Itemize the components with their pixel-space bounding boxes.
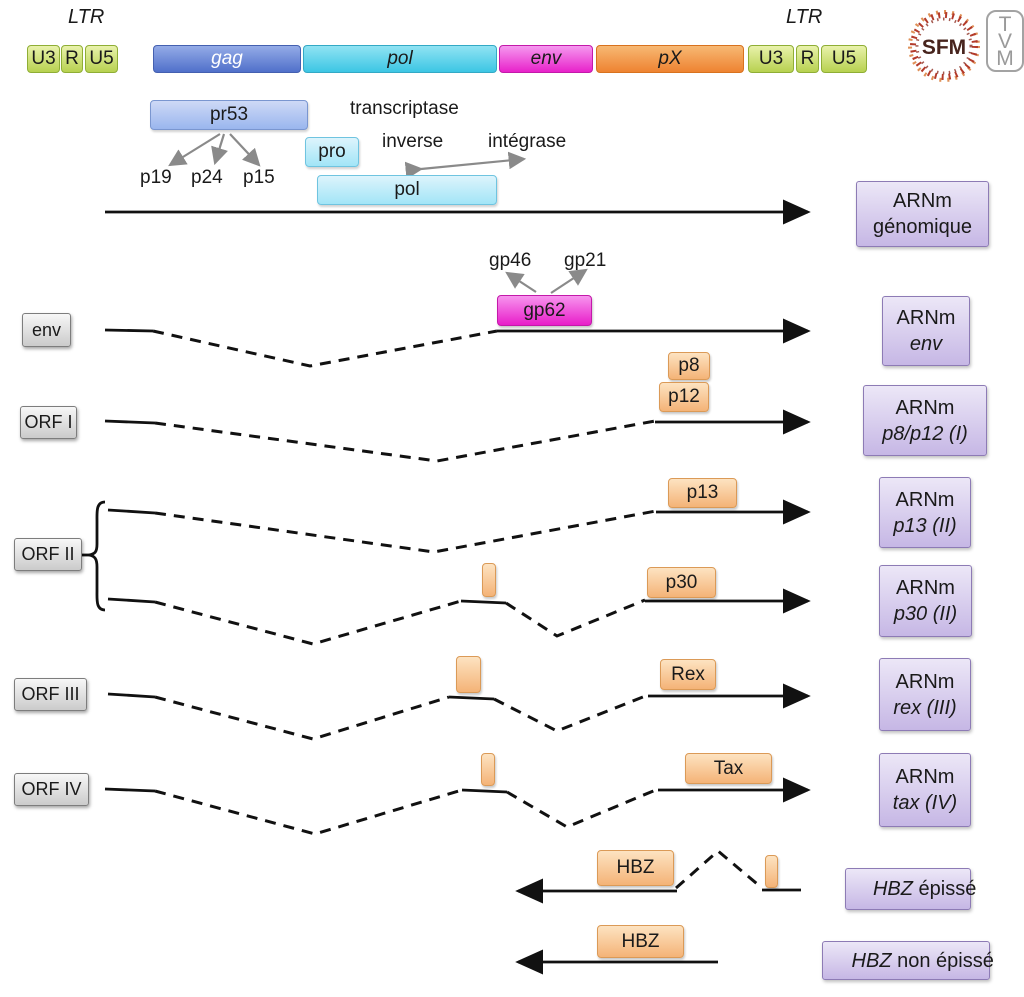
mrna-tax-line1: ARNm bbox=[895, 766, 955, 788]
mrna-hbz-spliced-gene: HBZ bbox=[872, 878, 913, 900]
hbz-spliced-box: HBZ bbox=[597, 850, 674, 886]
mrna-box-genomic: ARNm génomique bbox=[856, 181, 989, 247]
genome-segment-u3-left: U3 bbox=[27, 45, 60, 73]
mrna-box-p13: ARNm p13 (II) bbox=[879, 477, 971, 548]
genome-segment-u5-left: U5 bbox=[85, 45, 118, 73]
tvm-logo: T V M bbox=[986, 10, 1024, 72]
mrna-box-tax: ARNm tax (IV) bbox=[879, 753, 971, 827]
hbz-unspliced-box: HBZ bbox=[597, 925, 684, 958]
tvm-logo-letter-v: V bbox=[997, 30, 1012, 53]
mrna-box-hbz-unspliced: HBZ non épissé bbox=[822, 941, 994, 980]
mrna-rex-line1: ARNm bbox=[895, 670, 955, 693]
rex-box: Rex bbox=[660, 659, 716, 690]
pr53-cleavage-arrows bbox=[168, 133, 261, 167]
pol-products-arrow bbox=[404, 151, 527, 180]
mrna-box-p30: ARNm p30 (II) bbox=[879, 565, 972, 637]
orf-label-orf3: ORF III bbox=[14, 678, 87, 711]
exon-rect-rex bbox=[456, 656, 481, 693]
genome-segment-u3-right: U3 bbox=[748, 45, 794, 73]
genome-segment-env: env bbox=[499, 45, 593, 73]
mrna-env-line1: ARNm bbox=[896, 307, 956, 329]
sfm-logo-text: SFM bbox=[922, 36, 966, 59]
orf-label-orf4: ORF IV bbox=[14, 773, 89, 806]
exon-rect-p30 bbox=[482, 563, 496, 597]
tax-box: Tax bbox=[685, 753, 772, 784]
genome-segment-gag: gag bbox=[153, 45, 301, 73]
gp62-cleavage-arrows bbox=[505, 268, 588, 294]
mrna-hbz-unspliced-rest: non épissé bbox=[891, 949, 994, 972]
mrna-box-hbz-spliced: HBZ épissé bbox=[845, 868, 976, 910]
tvm-logo-letter-m: M bbox=[996, 47, 1014, 70]
gp46-label: gp46 bbox=[489, 250, 532, 271]
orf-label-orf2: ORF II bbox=[14, 538, 82, 571]
orf-label-env: env bbox=[22, 313, 71, 347]
orf2-p30-line bbox=[107, 588, 811, 646]
p30-box: p30 bbox=[647, 567, 716, 598]
ltr-label-left: LTR bbox=[68, 6, 105, 28]
orf1-mrna-line bbox=[104, 409, 811, 463]
p15-label: p15 bbox=[243, 167, 275, 188]
genome-segment-r-left: R bbox=[61, 45, 83, 73]
genome-segment-pol: pol bbox=[303, 45, 497, 73]
mrna-p8p12-line1: ARNm bbox=[895, 396, 955, 419]
orf2-p13-line bbox=[107, 499, 811, 554]
genome-segment-r-right: R bbox=[796, 45, 819, 73]
orf2-bracket bbox=[82, 500, 106, 612]
mrna-hbz-unspliced-label: HBZ non épissé bbox=[818, 922, 994, 997]
pol-protein-box: pol bbox=[317, 175, 497, 205]
genome-segment-px: pX bbox=[596, 45, 744, 73]
mrna-box-p8p12: ARNm p8/p12 (I) bbox=[863, 385, 987, 456]
mrna-hbz-spliced-rest: épissé bbox=[912, 878, 977, 900]
mrna-box-rex: ARNm rex (III) bbox=[879, 658, 971, 731]
gp21-label: gp21 bbox=[564, 250, 607, 271]
orf4-tax-line bbox=[104, 777, 811, 836]
ltr-label-right: LTR bbox=[786, 6, 823, 28]
orf3-rex-line bbox=[107, 683, 811, 741]
exon-rect-tax bbox=[481, 753, 495, 786]
tvm-logo-letter-t: T bbox=[998, 13, 1012, 36]
hbz-spliced-line bbox=[515, 849, 801, 904]
pr53-box: pr53 bbox=[150, 100, 308, 130]
mrna-p8p12-line2: p8/p12 (I) bbox=[882, 422, 968, 445]
mrna-genomic-line2: génomique bbox=[873, 216, 972, 238]
mrna-p13-line1: ARNm bbox=[895, 488, 955, 511]
gp62-box: gp62 bbox=[497, 295, 592, 326]
mrna-hbz-spliced-label: HBZ épissé bbox=[840, 850, 977, 928]
env-mrna-line bbox=[104, 318, 811, 368]
genome-segment-u5-right: U5 bbox=[821, 45, 867, 73]
mrna-p30-line1: ARNm bbox=[896, 577, 955, 599]
mrna-genomic-line1: ARNm bbox=[893, 190, 952, 212]
reverse-transcriptase-label-line1: transcriptase bbox=[350, 98, 459, 119]
exon-rect-hbz-spliced bbox=[765, 855, 778, 888]
mrna-hbz-unspliced-gene: HBZ bbox=[851, 949, 892, 972]
mrna-rex-line2: rex (III) bbox=[893, 696, 957, 719]
mrna-box-env: ARNm env bbox=[882, 296, 970, 366]
mrna-p30-line2: p30 (II) bbox=[893, 603, 958, 625]
p13-box: p13 bbox=[668, 478, 737, 508]
p12-box: p12 bbox=[659, 382, 709, 412]
p19-label: p19 bbox=[140, 167, 172, 188]
pro-box: pro bbox=[305, 137, 359, 167]
p24-label: p24 bbox=[191, 167, 223, 188]
p8-box: p8 bbox=[668, 352, 710, 380]
mrna-env-line2: env bbox=[909, 333, 943, 355]
orf-label-orf1: ORF I bbox=[20, 406, 77, 439]
mrna-tax-line2: tax (IV) bbox=[892, 792, 958, 814]
integrase-label: intégrase bbox=[488, 131, 567, 152]
reverse-transcriptase-label-line2: inverse bbox=[382, 131, 444, 152]
sfm-logo-ring bbox=[908, 10, 980, 82]
mrna-p13-line2: p13 (II) bbox=[893, 514, 957, 537]
